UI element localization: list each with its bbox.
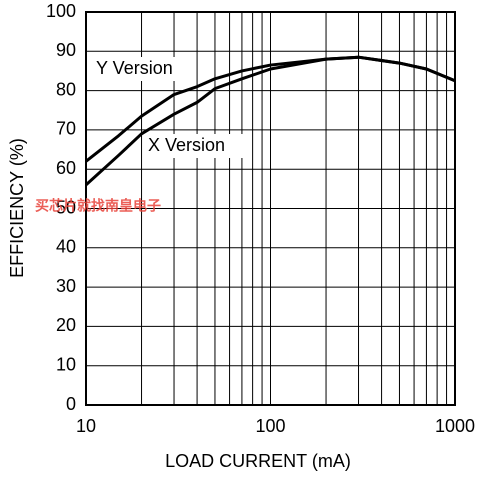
plot-frame — [85, 11, 456, 406]
y-axis-label: EFFICIENCY (%) — [7, 138, 27, 278]
watermark: 买芯片就找南皇电子 — [35, 198, 161, 214]
series-line — [84, 55, 456, 187]
y-tick-label: 90 — [56, 40, 76, 60]
y-tick-label: 20 — [56, 315, 76, 335]
label-background — [92, 57, 194, 81]
y-tick-label: 30 — [56, 276, 76, 296]
y-tick-label: 70 — [56, 119, 76, 139]
y-tick-label: 100 — [46, 1, 76, 21]
y-tick-label: 10 — [56, 354, 76, 374]
y-tick-label: 40 — [56, 237, 76, 257]
y-tick-label: 60 — [56, 158, 76, 178]
x-axis-label: LOAD CURRENT (mA) — [165, 451, 351, 471]
y-tick-label: 0 — [66, 394, 76, 414]
series-label: X Version — [148, 135, 225, 155]
series-label: Y Version — [96, 58, 173, 78]
x-tick-label: 10 — [76, 416, 96, 436]
y-tick-label: 50 — [56, 197, 76, 217]
y-tick-label: 80 — [56, 79, 76, 99]
label-background — [144, 134, 246, 158]
x-tick-label: 100 — [255, 416, 285, 436]
x-tick-label: 1000 — [435, 416, 475, 436]
